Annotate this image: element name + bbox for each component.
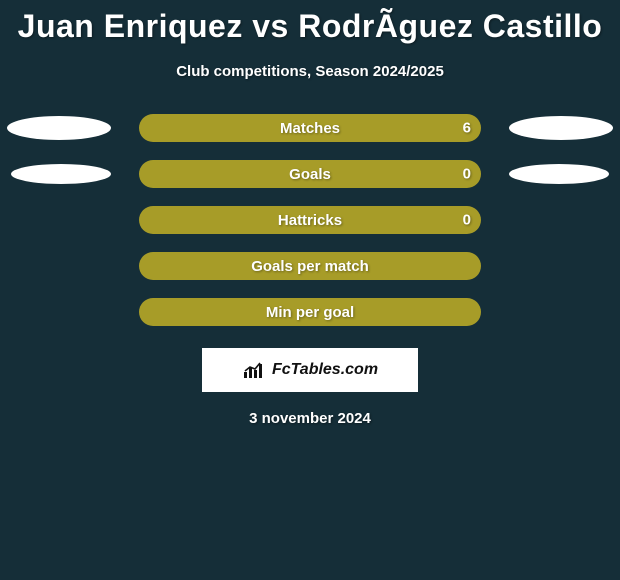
stat-label: Goals [289,166,331,183]
comparison-card: Juan Enriquez vs RodrÃ­guez Castillo Clu… [0,0,620,580]
stat-value: 0 [463,212,471,229]
left-ellipse-icon [11,164,111,184]
stat-row: Hattricks 0 [0,206,620,234]
left-ellipse-icon [7,116,111,140]
stat-label: Min per goal [266,304,354,321]
stat-label: Matches [280,120,340,137]
logo-box: FcTables.com [202,348,418,392]
page-title: Juan Enriquez vs RodrÃ­guez Castillo [0,0,620,45]
stat-row: Matches 6 [0,114,620,142]
stat-row: Min per goal [0,298,620,326]
subtitle: Club competitions, Season 2024/2025 [0,63,620,80]
stat-bar: Min per goal [139,298,481,326]
right-ellipse-icon [509,164,609,184]
logo-text: FcTables.com [272,361,378,379]
right-ellipse-icon [509,116,613,140]
bars-chart-icon [242,360,268,380]
stat-value: 6 [463,120,471,137]
stat-row: Goals 0 [0,160,620,188]
stat-bar: Matches 6 [139,114,481,142]
stat-row: Goals per match [0,252,620,280]
stat-bar: Goals per match [139,252,481,280]
stat-bar: Goals 0 [139,160,481,188]
stat-bar: Hattricks 0 [139,206,481,234]
stat-label: Goals per match [251,258,369,275]
stat-label: Hattricks [278,212,342,229]
date-label: 3 november 2024 [0,410,620,427]
stat-value: 0 [463,166,471,183]
stat-bars: Matches 6 Goals 0 Hattricks 0 Goals per match M… [0,114,620,326]
